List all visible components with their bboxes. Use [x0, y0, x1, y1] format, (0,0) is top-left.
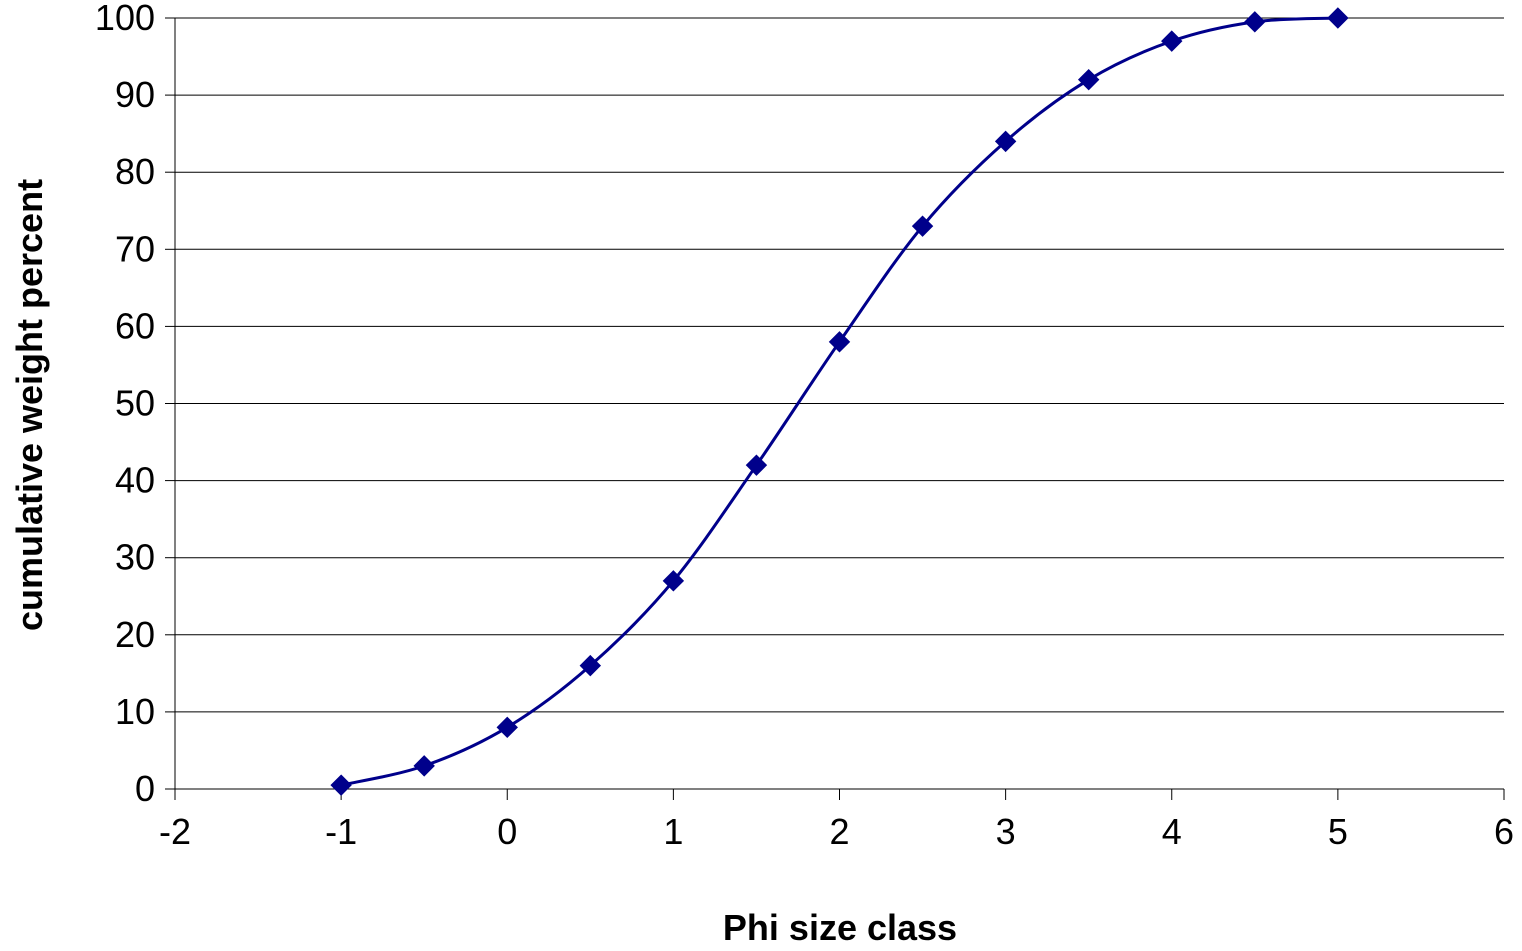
y-tick-label: 70 — [115, 228, 155, 269]
data-point-marker — [994, 130, 1017, 153]
data-point-marker — [745, 454, 768, 476]
x-tick-label: 1 — [663, 811, 683, 852]
y-tick-label: 30 — [115, 537, 155, 578]
data-point-marker — [828, 331, 851, 353]
y-tick-label: 100 — [95, 0, 155, 38]
x-tick-label: 2 — [829, 811, 849, 852]
y-tick-label: 50 — [115, 383, 155, 424]
data-point-marker — [1244, 11, 1266, 33]
x-tick-label: 5 — [1328, 811, 1348, 852]
y-tick-label: 10 — [115, 691, 155, 732]
data-point-marker — [911, 215, 934, 237]
y-tick-label: 60 — [115, 305, 155, 346]
y-tick-label: 90 — [115, 74, 155, 115]
x-tick-label: -2 — [159, 811, 191, 852]
y-tick-labels: 0 10 20 30 40 50 60 70 80 90 100 — [95, 0, 155, 809]
data-point-marker — [1327, 7, 1349, 29]
x-tick-label: 3 — [996, 811, 1016, 852]
data-point-marker — [579, 654, 602, 677]
x-tick-label: -1 — [325, 811, 357, 852]
x-tick-label: 0 — [497, 811, 517, 852]
x-tick-labels: -2 -1 0 1 2 3 4 5 6 — [159, 811, 1514, 852]
series-line — [340, 16, 1338, 787]
y-tick-label: 40 — [115, 460, 155, 501]
axes — [165, 17, 1505, 800]
y-axis-title: cumulative weight percent — [9, 179, 50, 631]
series-0 — [330, 7, 1349, 796]
data-point-marker — [662, 570, 685, 592]
x-axis-title: Phi size class — [723, 907, 957, 948]
data-point-marker — [1161, 30, 1183, 52]
data-point-marker — [1077, 68, 1100, 91]
data-point-marker — [330, 774, 352, 796]
data-point-marker — [413, 755, 435, 777]
grid-lines — [175, 17, 1504, 713]
y-tick-label: 0 — [135, 768, 155, 809]
y-tick-label: 80 — [115, 151, 155, 192]
x-tick-label: 6 — [1494, 811, 1514, 852]
x-tick-label: 4 — [1162, 811, 1182, 852]
y-tick-label: 20 — [115, 614, 155, 655]
data-point-marker — [496, 716, 518, 739]
